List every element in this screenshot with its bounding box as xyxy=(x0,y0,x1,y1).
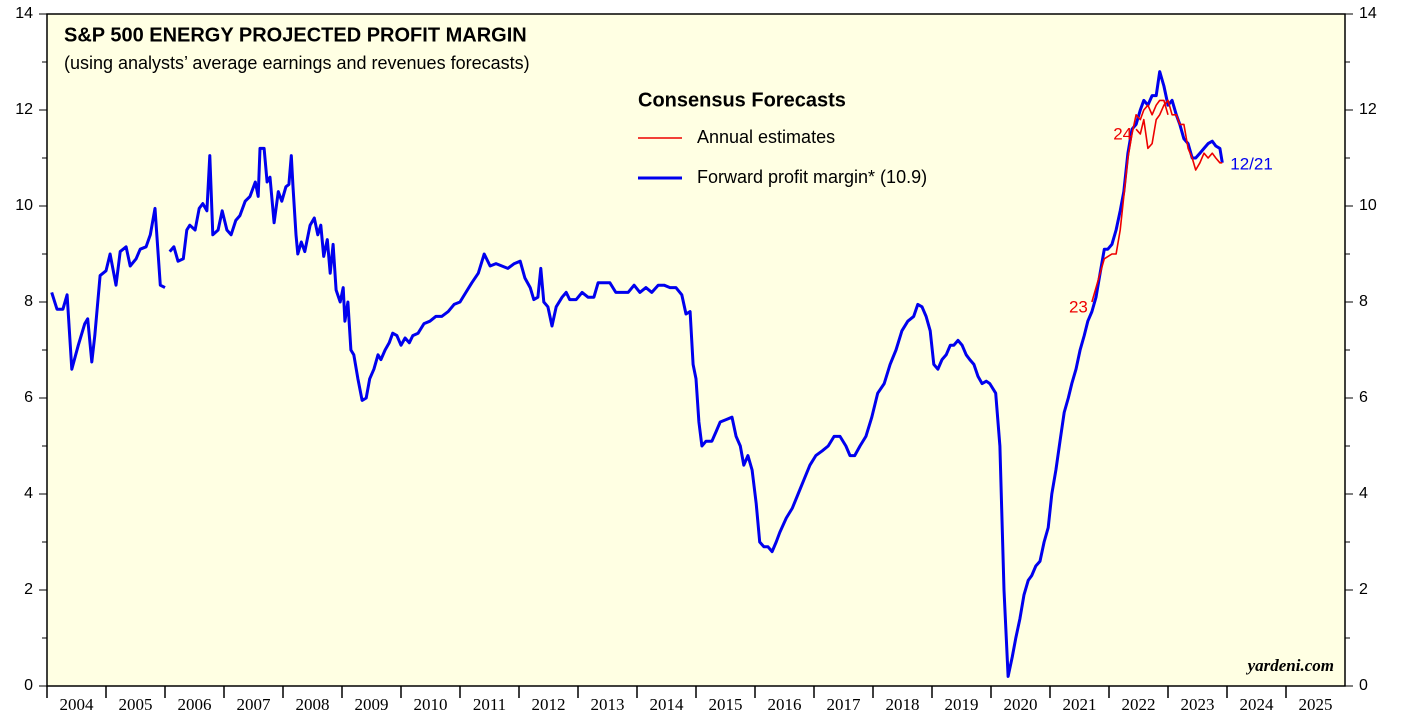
plot-background xyxy=(47,14,1345,686)
y-tick-label: 14 xyxy=(15,5,33,22)
y2-tick-label: 0 xyxy=(1359,677,1368,694)
x-tick-label: 2009 xyxy=(355,695,389,714)
legend-title: Consensus Forecasts xyxy=(638,89,846,111)
x-tick-label: 2022 xyxy=(1122,695,1156,714)
x-tick-label: 2020 xyxy=(1004,695,1038,714)
chart-title: S&P 500 ENERGY PROJECTED PROFIT MARGIN xyxy=(64,24,527,46)
x-tick-label: 2017 xyxy=(827,695,862,714)
source: yardeni.com xyxy=(1246,656,1334,675)
x-tick-label: 2016 xyxy=(768,695,802,714)
x-tick-label: 2015 xyxy=(709,695,743,714)
y2-tick-label: 12 xyxy=(1359,101,1377,118)
annual-estimate-line xyxy=(1091,99,1169,303)
segment-label: 24 xyxy=(1113,125,1132,144)
x-tick-label: 2018 xyxy=(886,695,920,714)
legend-label: Forward profit margin* (10.9) xyxy=(697,167,927,187)
y2-tick-label: 6 xyxy=(1359,389,1368,406)
x-tick-label: 2012 xyxy=(532,695,566,714)
x-tick-label: 2007 xyxy=(237,695,272,714)
y2-tick-label: 4 xyxy=(1359,485,1368,502)
x-tick-label: 2021 xyxy=(1063,695,1097,714)
y2-tick-label: 14 xyxy=(1359,5,1377,22)
x-tick-label: 2019 xyxy=(945,695,979,714)
y-tick-label: 6 xyxy=(24,389,33,406)
x-tick-label: 2004 xyxy=(60,695,95,714)
x-tick-label: 2013 xyxy=(591,695,625,714)
x-tick-label: 2008 xyxy=(296,695,330,714)
annual-estimate-line xyxy=(1135,99,1223,171)
chart-subtitle: (using analysts’ average earnings and re… xyxy=(64,53,530,73)
y2-tick-label: 2 xyxy=(1359,581,1368,598)
end-label: 12/21 xyxy=(1230,154,1273,173)
y-tick-label: 12 xyxy=(15,101,33,118)
legend-label: Annual estimates xyxy=(697,127,835,147)
x-tick-label: 2011 xyxy=(473,695,506,714)
y-tick-label: 2 xyxy=(24,581,33,598)
x-tick-label: 2010 xyxy=(414,695,448,714)
y2-tick-label: 8 xyxy=(1359,293,1368,310)
x-tick-label: 2023 xyxy=(1181,695,1215,714)
forward-margin-line xyxy=(50,70,1224,678)
x-tick-label: 2006 xyxy=(178,695,212,714)
y-tick-label: 10 xyxy=(15,197,33,214)
x-tick-label: 2005 xyxy=(119,695,153,714)
segment-label: 23 xyxy=(1069,297,1088,316)
y-tick-label: 8 xyxy=(24,293,33,310)
x-tick-label: 2014 xyxy=(650,695,685,714)
y2-tick-label: 10 xyxy=(1359,197,1377,214)
y-tick-label: 0 xyxy=(24,677,33,694)
y-tick-label: 4 xyxy=(24,485,33,502)
x-tick-label: 2024 xyxy=(1240,695,1275,714)
x-tick-label: 2025 xyxy=(1299,695,1333,714)
